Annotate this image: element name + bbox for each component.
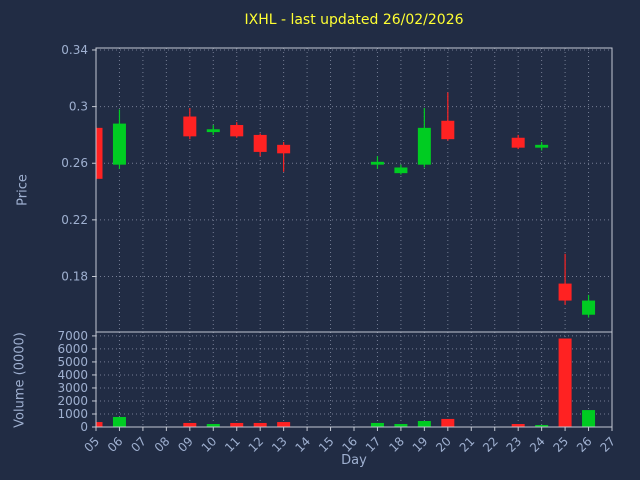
volume-tick-label: 1000	[57, 407, 88, 421]
volume-bar	[582, 410, 596, 427]
candle-day-25	[558, 253, 572, 427]
volume-bar	[511, 424, 525, 427]
gridlines	[95, 48, 613, 428]
candle-body	[370, 161, 384, 165]
volume-bar	[394, 424, 408, 427]
day-axis-label: Day	[341, 453, 367, 468]
day-tick-label: 20	[433, 434, 454, 455]
volume-bar	[277, 422, 291, 427]
day-tick-label: 13	[269, 434, 290, 455]
volume-bar	[112, 416, 126, 427]
volume-bar	[253, 422, 267, 427]
day-tick-label: 15	[316, 434, 337, 455]
price-tick-label: 0.22	[61, 213, 88, 227]
candle-body	[535, 144, 549, 148]
day-tick-label: 07	[128, 434, 149, 455]
candle-body	[441, 120, 455, 140]
volume-tick-label: 2000	[57, 394, 88, 408]
candle-body	[112, 123, 126, 165]
candle-body	[253, 134, 267, 152]
volume-tick-label: 3000	[57, 381, 88, 395]
volume-bar	[417, 421, 431, 427]
volume-bar	[535, 425, 549, 427]
price-tick-label: 0.34	[61, 43, 88, 57]
candle-body	[183, 116, 197, 137]
candle-day-18	[394, 164, 408, 427]
candle-body	[558, 283, 572, 301]
candle-day-24	[535, 142, 549, 427]
day-tick-label: 11	[222, 434, 243, 455]
candle-body	[277, 144, 291, 154]
day-tick-label: 14	[293, 434, 314, 455]
candle-day-20	[441, 92, 455, 427]
volume-tick-label: 7000	[57, 329, 88, 343]
candle-body	[206, 129, 220, 133]
day-tick-label: 17	[363, 434, 384, 455]
day-tick-label: 27	[597, 434, 618, 455]
day-tick-label: 16	[339, 434, 360, 455]
day-tick-label: 23	[504, 434, 525, 455]
candle-day-09	[183, 108, 197, 427]
volume-bar	[230, 422, 244, 427]
candle-body	[230, 125, 244, 137]
day-tick-label: 08	[152, 434, 173, 455]
day-tick-label: 18	[386, 434, 407, 455]
chart-title: IXHL - last updated 26/02/2026	[244, 12, 464, 28]
candle-day-12	[253, 133, 267, 427]
volume-bar	[441, 418, 455, 427]
day-tick-label: 25	[551, 434, 572, 455]
candle-day-17	[370, 156, 384, 427]
tick-marks	[92, 49, 613, 431]
candle-day-11	[230, 122, 244, 427]
volume-bar	[370, 422, 384, 427]
volume-tick-label: 6000	[57, 342, 88, 356]
candle-day-10	[206, 125, 220, 427]
volume-bar	[206, 424, 220, 427]
candle-body	[582, 300, 596, 315]
candle-day-13	[277, 142, 291, 427]
candle-day-26	[582, 294, 596, 427]
volume-bar	[558, 338, 572, 427]
volume-tick-label: 0	[80, 420, 88, 434]
day-tick-label: 10	[199, 434, 220, 455]
candle-body	[511, 137, 525, 148]
tick-labels: 0.340.30.260.220.18700060005000400030002…	[57, 43, 618, 455]
day-tick-label: 24	[527, 434, 548, 455]
candle-day-23	[511, 134, 525, 427]
candle-day-19	[417, 108, 431, 427]
volume-bar	[183, 422, 197, 427]
candles-and-volume	[96, 92, 596, 427]
day-tick-label: 09	[175, 434, 196, 455]
volume-bar	[96, 422, 103, 427]
day-tick-label: 21	[457, 434, 478, 455]
candle-body	[96, 127, 103, 179]
day-tick-label: 22	[480, 434, 501, 455]
day-tick-label: 12	[246, 434, 267, 455]
candle-day-05	[96, 126, 103, 427]
volume-tick-label: 4000	[57, 368, 88, 382]
price-tick-label: 0.3	[69, 100, 88, 114]
candle-body	[394, 167, 408, 174]
day-tick-label: 19	[410, 434, 431, 455]
candle-day-06	[112, 109, 126, 427]
price-tick-label: 0.26	[61, 156, 88, 170]
volume-tick-label: 5000	[57, 355, 88, 369]
day-tick-label: 06	[105, 434, 126, 455]
day-tick-label: 26	[574, 434, 595, 455]
day-tick-label: 05	[81, 434, 102, 455]
price-tick-label: 0.18	[61, 270, 88, 284]
candle-body	[417, 127, 431, 165]
